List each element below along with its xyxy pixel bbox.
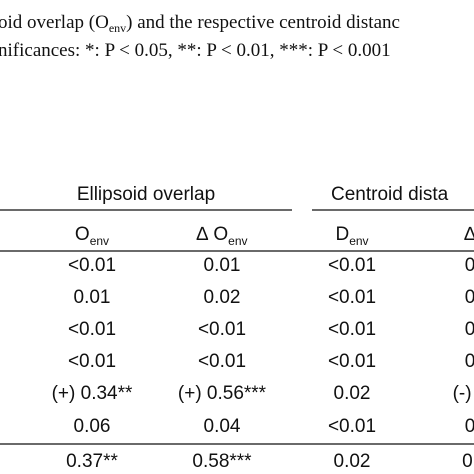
cell: <0.01 <box>328 287 376 308</box>
caption-line: nificances: *: P < 0.05, **: P < 0.01, *… <box>0 40 391 61</box>
cell: 0.01 <box>74 287 111 308</box>
subscript: env <box>90 234 109 248</box>
cell: <0.01 <box>68 319 116 340</box>
cell: 0 <box>465 255 474 276</box>
cell: (-) 0 <box>453 383 474 404</box>
cell: <0.01 <box>328 255 376 276</box>
cell: 0 <box>465 319 474 340</box>
total-cell: 0.37** <box>66 451 118 472</box>
cell: <0.01 <box>328 319 376 340</box>
column-header: Denv <box>335 224 368 248</box>
group-header: Centroid dista <box>331 184 449 205</box>
cell: 0 <box>465 351 474 372</box>
column-header: ∆ <box>464 224 474 245</box>
cell: <0.01 <box>198 319 246 340</box>
cell: <0.01 <box>68 255 116 276</box>
cell: 0 <box>465 416 474 437</box>
cell: (+) 0.34** <box>52 383 133 404</box>
cell: <0.01 <box>328 351 376 372</box>
cell: 0.06 <box>74 416 111 437</box>
column-header: Oenv <box>75 224 109 248</box>
subscript: env <box>228 234 247 248</box>
cell: 0.01 <box>204 255 241 276</box>
cell: 0 <box>465 287 474 308</box>
group-header: Ellipsoid overlap <box>77 184 215 205</box>
total-cell: 0.02 <box>334 451 371 472</box>
text: ∆ <box>464 224 474 245</box>
text: O <box>75 224 90 245</box>
text: D <box>335 224 349 245</box>
caption-line: oid overlap (Oenv) and the respective ce… <box>0 12 400 35</box>
cell: (+) 0.56*** <box>178 383 267 404</box>
total-cell: 0. <box>462 451 474 472</box>
text: ∆ O <box>196 224 228 245</box>
cell: 0.02 <box>204 287 241 308</box>
cell: <0.01 <box>68 351 116 372</box>
column-header: ∆ Oenv <box>196 224 247 248</box>
cell: <0.01 <box>198 351 246 372</box>
text: oid overlap (O <box>0 12 109 33</box>
text: ) and the respective centroid distanc <box>126 12 400 33</box>
cell: 0.04 <box>204 416 241 437</box>
cell: <0.01 <box>328 416 376 437</box>
total-cell: 0.58*** <box>192 451 252 472</box>
subscript: env <box>109 21 126 35</box>
cell: 0.02 <box>334 383 371 404</box>
subscript: env <box>349 234 368 248</box>
